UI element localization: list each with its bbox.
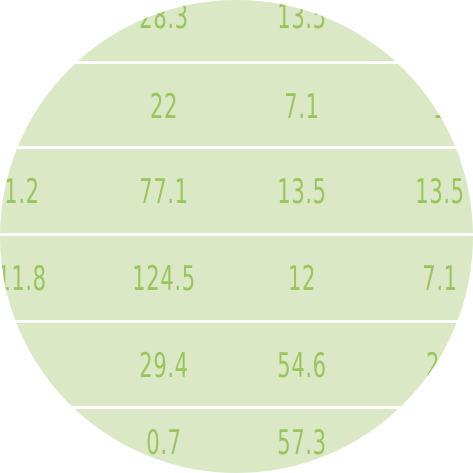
table-cell: 0.7 [146,423,182,463]
table-cell: 12 [287,259,317,299]
table-cell: 1 [14,346,30,386]
row-divider [0,61,473,64]
table-row: 1.2 77.1 13.5 13.5 [0,149,473,235]
table-cell: 11.8 [0,259,47,299]
table-cell: 124.5 [132,259,196,299]
table-row: 1 29.4 54.6 22 [0,323,473,409]
table-row: 0.7 57.3 [0,400,473,473]
table-cell: 57.3 [277,423,327,463]
table-cell [0,0,65,60]
table-cell: 28.3 [139,0,189,37]
table-cell: 22 [425,346,455,386]
table-cell: 77.1 [139,172,189,212]
table-cell: 7 [14,87,30,127]
table-cell: 7.1 [422,259,458,299]
table-cell: 13.5 [277,0,327,37]
row-divider [0,406,473,409]
table-cell: 13.5 [415,172,465,212]
table-cell: 29.4 [139,346,189,386]
table-cell: 22 [149,87,179,127]
row-divider [0,320,473,323]
table-cell [397,0,473,60]
row-divider [0,233,473,236]
table-cell: 7.1 [284,87,320,127]
table-cell: 1 [432,87,448,127]
table-cell: 54.6 [277,346,327,386]
table-cell [0,400,65,473]
table-row: 7 22 7.1 1 [0,64,473,150]
table-cell [397,400,473,473]
row-divider [0,146,473,149]
table-row: 11.8 124.5 12 7.1 [0,236,473,322]
table-cell: 13.5 [277,172,327,212]
table-row: 28.3 13.5 [0,0,473,60]
table-cell: 1.2 [4,172,40,212]
